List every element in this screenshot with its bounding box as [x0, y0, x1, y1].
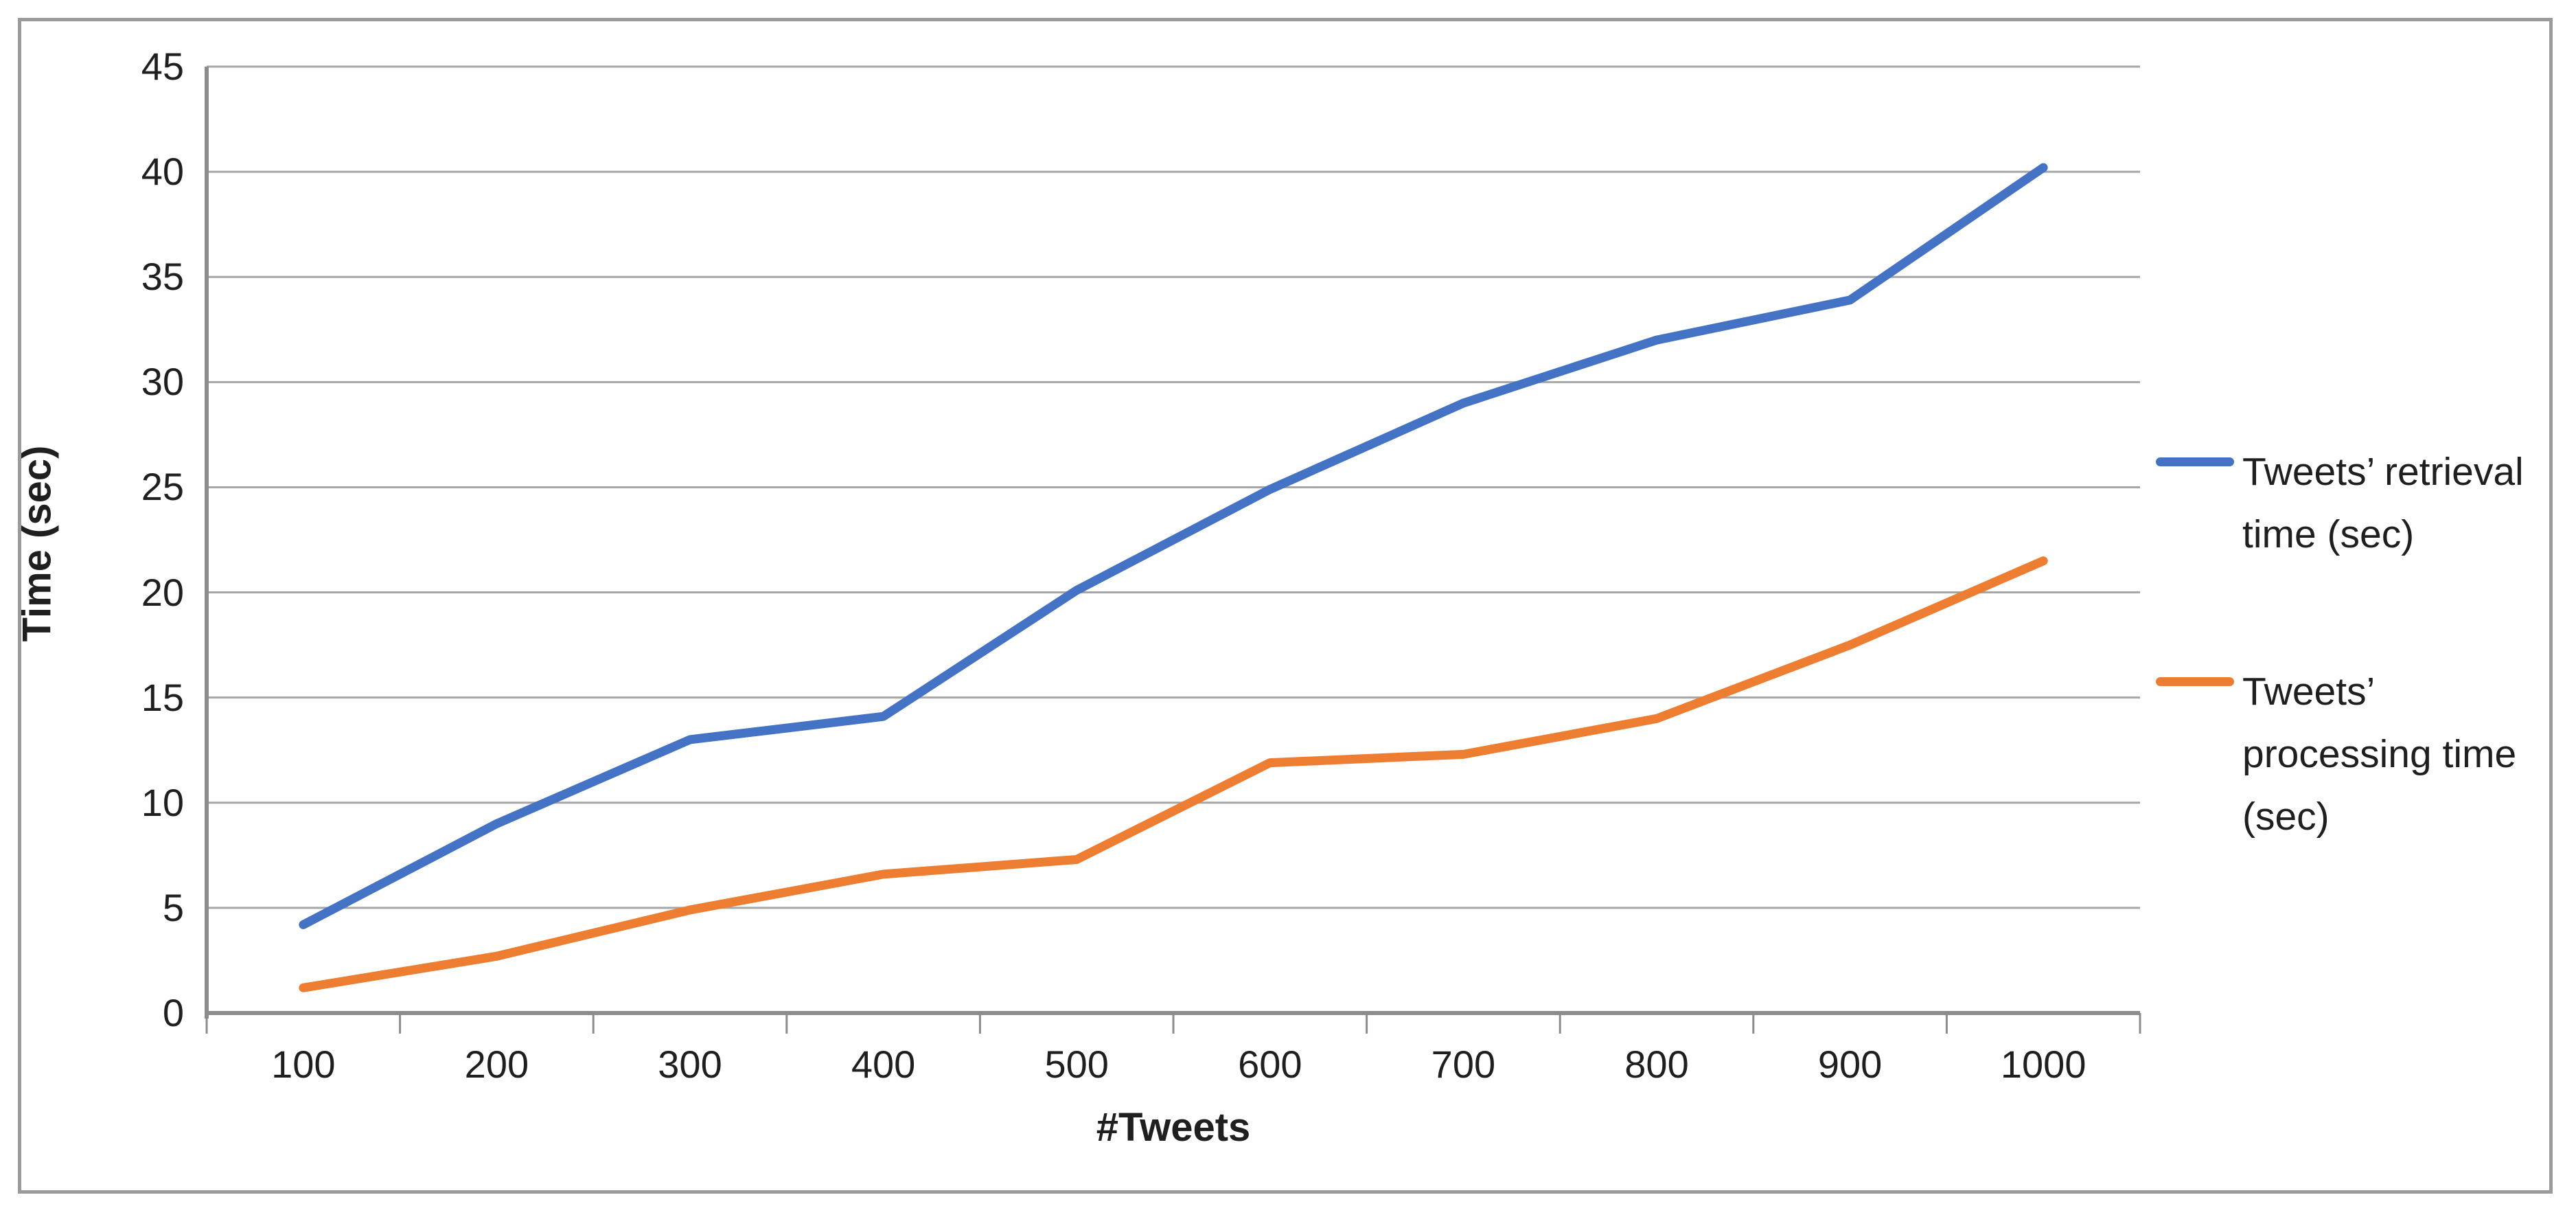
- y-tick-label: 5: [162, 885, 184, 929]
- x-tick-label: 700: [1431, 1043, 1496, 1086]
- y-tick-label: 0: [162, 991, 184, 1034]
- legend-label-processing: Tweets’ processing time (sec): [2242, 661, 2576, 848]
- x-tick-label: 600: [1238, 1043, 1302, 1086]
- y-tick-label: 35: [141, 255, 184, 299]
- x-tick-label: 800: [1624, 1043, 1689, 1086]
- x-tick-label: 100: [271, 1043, 336, 1086]
- y-tick-label: 15: [141, 675, 184, 719]
- x-tick-label: 1000: [2000, 1043, 2086, 1086]
- legend-label-line: time (sec): [2242, 512, 2415, 556]
- x-tick-label: 300: [658, 1043, 722, 1086]
- y-tick-label: 40: [141, 150, 184, 194]
- legend-label-line: Tweets’: [2242, 670, 2376, 714]
- legend-label-line: Tweets’ retrieval: [2242, 450, 2524, 494]
- y-tick-label: 30: [141, 360, 184, 404]
- legend-line-swatch-retrieval-icon: [2156, 457, 2234, 466]
- legend-label-retrieval: Tweets’ retrieval time (sec): [2242, 441, 2576, 566]
- x-tick-label: 900: [1817, 1043, 1883, 1086]
- y-tick-label: 10: [141, 780, 184, 824]
- x-tick-label: 500: [1044, 1043, 1109, 1086]
- chart-outer-border: [18, 18, 2553, 1194]
- x-axis-title: #Tweets: [1096, 1105, 1251, 1150]
- legend-label-line: (sec): [2242, 795, 2330, 839]
- x-tick-label: 200: [464, 1043, 529, 1086]
- series-line-retrieval: [299, 163, 2048, 929]
- y-tick-label: 20: [141, 570, 184, 614]
- y-tick-label: 25: [141, 465, 184, 509]
- x-tick-label: 400: [851, 1043, 916, 1086]
- y-axis-title: Time (sec): [14, 445, 60, 642]
- legend-line-swatch-processing-icon: [2156, 677, 2234, 686]
- y-tick-label: 45: [141, 45, 184, 88]
- series-line-processing: [299, 556, 2048, 992]
- legend-label-line: processing time: [2242, 732, 2517, 776]
